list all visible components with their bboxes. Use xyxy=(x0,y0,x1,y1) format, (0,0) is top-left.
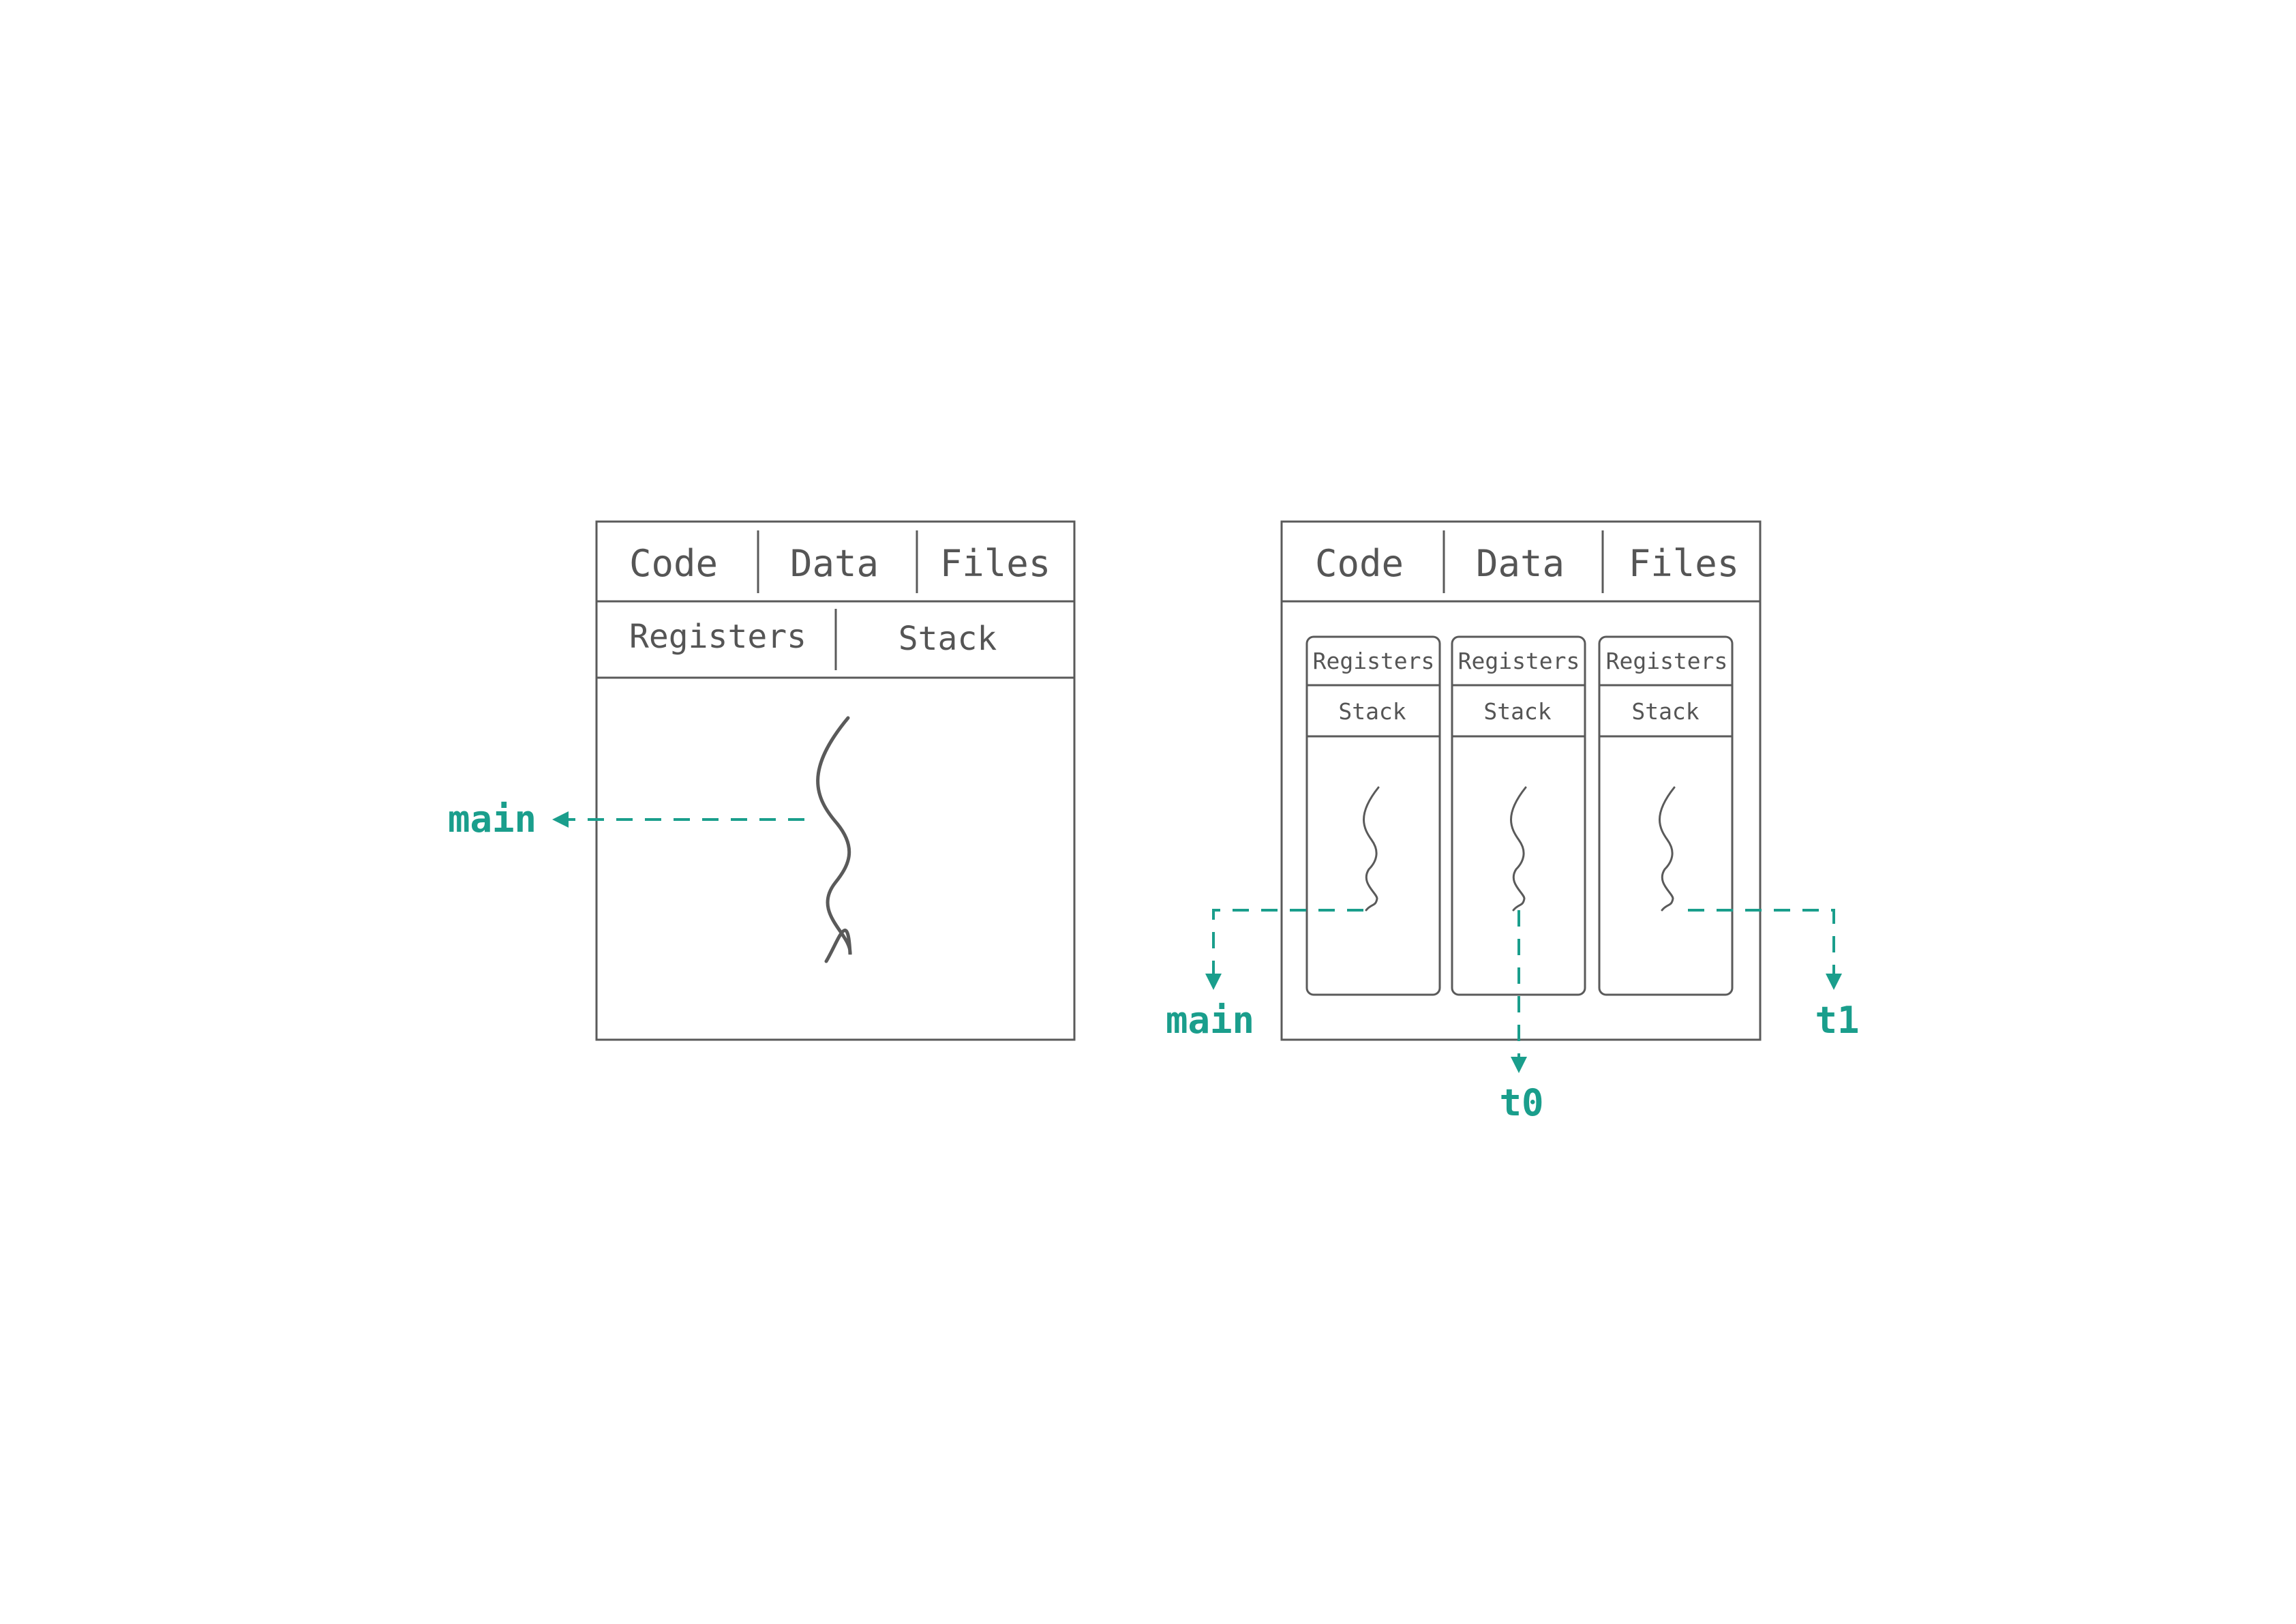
thread-squiggle xyxy=(1659,786,1676,912)
thread-box xyxy=(1305,635,1441,996)
multi-main-label: main xyxy=(1166,999,1254,1042)
multi-data-label: Data xyxy=(1476,542,1565,585)
single-files-label: Files xyxy=(940,542,1051,585)
multi-code-label: Code xyxy=(1315,542,1404,585)
thread-registers-label: Registers xyxy=(1313,648,1435,674)
thread-column-t0: Registers Stack xyxy=(1451,635,1586,996)
thread-squiggle xyxy=(1510,786,1527,912)
multi-thread-process: Code Data Files Registers Stack Register… xyxy=(1166,520,1860,1124)
thread-box xyxy=(1451,635,1586,996)
thread-column-main: Registers Stack xyxy=(1305,635,1441,996)
thread-stack-label: Stack xyxy=(1338,698,1406,725)
t1-thread-arrow xyxy=(1688,909,1842,990)
single-registers-label: Registers xyxy=(629,618,806,656)
multi-process-box xyxy=(1280,520,1762,1041)
thread-registers-label: Registers xyxy=(1606,648,1728,674)
thread-registers-label: Registers xyxy=(1458,648,1580,674)
thread-squiggle xyxy=(1363,786,1380,912)
thread-stack-label: Stack xyxy=(1631,698,1699,725)
thread-stack-label: Stack xyxy=(1483,698,1551,725)
single-main-label: main xyxy=(448,798,537,841)
single-thread-process: Code Data Files Registers Stack main xyxy=(448,520,1076,1041)
t0-label: t0 xyxy=(1499,1081,1543,1124)
multi-files-label: Files xyxy=(1629,542,1740,585)
single-thread-squiggle xyxy=(816,716,852,963)
single-process-box xyxy=(595,520,1076,1041)
single-stack-label: Stack xyxy=(898,620,997,658)
single-code-label: Code xyxy=(629,542,718,585)
thread-column-t1: Registers Stack xyxy=(1598,635,1734,996)
single-data-label: Data xyxy=(790,542,879,585)
thread-box xyxy=(1598,635,1734,996)
t1-label: t1 xyxy=(1815,999,1859,1042)
main-thread-arrow xyxy=(1205,909,1363,990)
